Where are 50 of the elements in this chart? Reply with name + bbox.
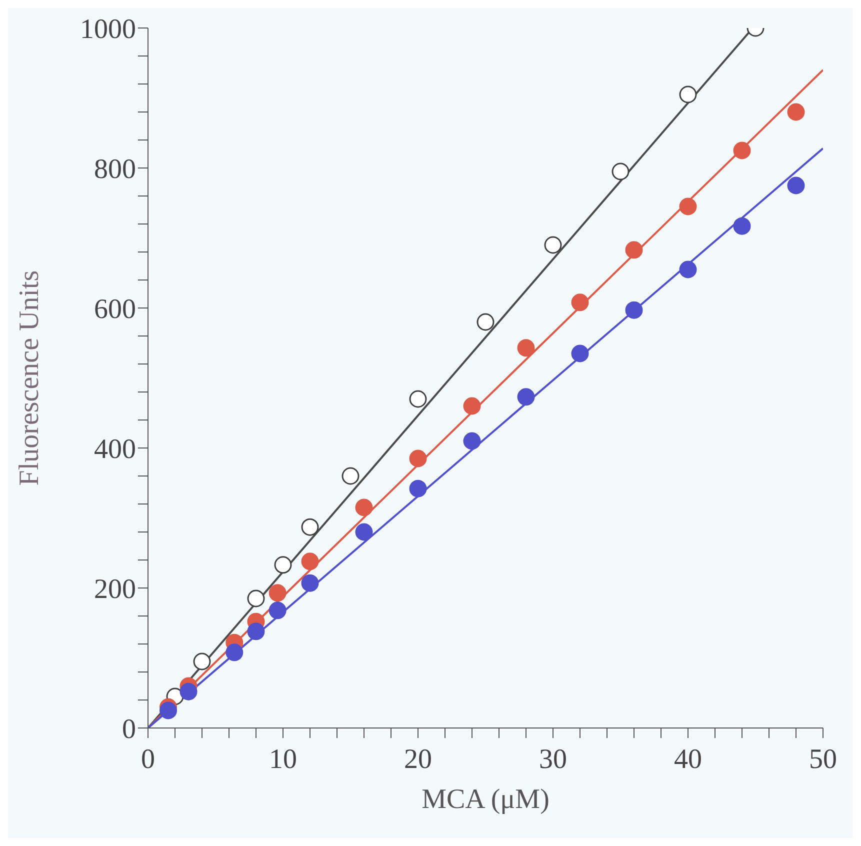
point (625, 301, 643, 319)
y-tick-label: 400 (94, 434, 136, 465)
point (409, 480, 427, 498)
x-tick-label: 40 (674, 744, 702, 775)
point (226, 644, 244, 662)
point (180, 682, 198, 700)
point (679, 86, 697, 104)
x-tick-label: 20 (404, 744, 432, 775)
point (301, 552, 319, 570)
point (679, 260, 697, 278)
point (409, 390, 427, 408)
x-tick-label: 10 (269, 744, 297, 775)
point (342, 467, 360, 485)
point (787, 103, 805, 121)
point (679, 198, 697, 216)
x-tick-label: 50 (809, 744, 837, 775)
point (355, 498, 373, 516)
y-tick-label: 600 (94, 294, 136, 325)
point (247, 590, 265, 608)
point (268, 584, 286, 602)
point (612, 162, 630, 180)
point (625, 241, 643, 259)
y-tick-label: 0 (122, 714, 136, 745)
point (355, 523, 373, 541)
point (571, 294, 589, 312)
point (517, 388, 535, 406)
point (463, 432, 481, 450)
point (544, 236, 562, 254)
point (160, 702, 177, 720)
point (409, 450, 427, 468)
point (193, 652, 211, 670)
point (301, 574, 319, 592)
x-axis-title: MCA (μM) (422, 784, 550, 815)
point (301, 518, 319, 536)
y-tick-label: 1000 (80, 14, 136, 45)
point (247, 622, 265, 640)
point (787, 176, 805, 194)
point (571, 344, 589, 362)
y-axis-title: Fluorescence Units (14, 270, 45, 486)
point (733, 142, 751, 160)
y-tick-label: 200 (94, 574, 136, 605)
point (463, 397, 481, 415)
x-tick-label: 0 (141, 744, 155, 775)
point (733, 217, 751, 235)
point (476, 313, 494, 331)
point (268, 602, 286, 620)
y-tick-label: 800 (94, 154, 136, 185)
x-tick-label: 30 (539, 744, 567, 775)
point (517, 339, 535, 357)
point (274, 556, 292, 574)
